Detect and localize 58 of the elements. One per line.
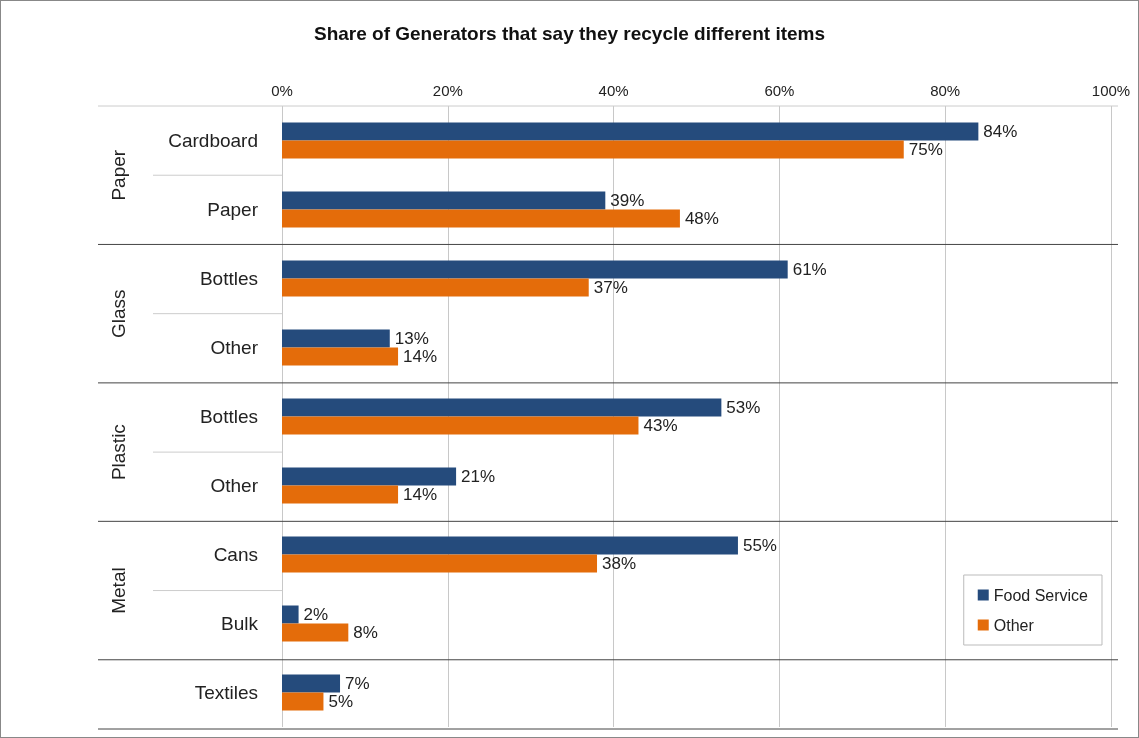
text: Glass <box>107 289 129 338</box>
y-tick-label: Bottles <box>199 406 258 427</box>
data-label: 8% <box>353 623 378 642</box>
bar <box>282 191 606 210</box>
x-tick-label: 80% <box>930 82 961 99</box>
data-label: 21% <box>461 467 496 486</box>
bar <box>282 260 788 279</box>
data-label: 43% <box>643 416 678 435</box>
text: Plastic <box>107 424 129 481</box>
text: Paper <box>107 149 129 201</box>
bar <box>282 329 390 348</box>
x-tick-label: 20% <box>432 82 463 99</box>
y-tick-label: Cardboard <box>168 130 258 151</box>
bar <box>282 347 399 366</box>
y-tick-label: Paper <box>207 199 259 220</box>
bar <box>282 485 399 504</box>
y-tick-label: Textiles <box>194 682 258 703</box>
bar <box>282 554 598 573</box>
bar <box>282 416 639 435</box>
data-label: 84% <box>983 122 1018 141</box>
text: Metal <box>107 567 129 614</box>
data-label: 48% <box>684 209 719 228</box>
x-tick-label: 40% <box>598 82 629 99</box>
bar <box>282 122 979 141</box>
y-tick-label: Cans <box>213 544 258 565</box>
bar <box>282 536 738 555</box>
y-tick-label: Bulk <box>221 613 259 634</box>
legend-label: Other <box>993 616 1035 634</box>
y-tick-label: Other <box>210 475 259 496</box>
data-label: 53% <box>726 398 761 417</box>
data-label: 38% <box>602 554 637 573</box>
data-label: 61% <box>792 260 827 279</box>
data-label: 75% <box>908 140 943 159</box>
x-tick-label: 0% <box>271 82 293 99</box>
x-tick-label: 100% <box>1091 82 1131 99</box>
bar <box>282 605 299 624</box>
data-label: 37% <box>593 278 628 297</box>
data-label: 14% <box>403 485 438 504</box>
chart-title: Share of Generators that say they recycle different items <box>313 23 826 44</box>
y-tick-label: Bottles <box>199 268 258 289</box>
bar <box>282 398 722 417</box>
bar <box>282 278 589 297</box>
y-tick-label: Other <box>210 337 259 358</box>
data-label: 55% <box>742 536 777 555</box>
data-label: 7% <box>345 674 370 693</box>
data-label: 13% <box>394 329 429 348</box>
legend-label: Food Service <box>993 586 1089 604</box>
bar <box>282 140 904 159</box>
data-label: 39% <box>610 191 645 210</box>
data-label: 2% <box>303 605 329 624</box>
x-tick-label: 60% <box>764 82 795 99</box>
bar <box>282 209 680 228</box>
bar <box>282 674 341 693</box>
bar <box>282 692 324 711</box>
bar <box>282 623 349 642</box>
bar <box>282 467 457 486</box>
data-label: 14% <box>403 347 438 366</box>
data-label: 5% <box>328 692 354 711</box>
